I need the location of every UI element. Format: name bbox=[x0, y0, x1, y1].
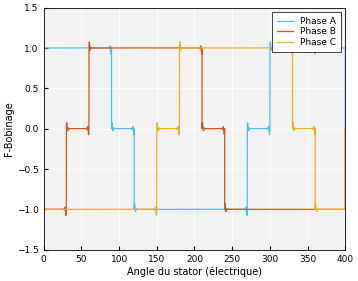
Phase C bbox=[343, 127, 347, 130]
Phase C bbox=[234, 46, 238, 50]
Line: Phase B: Phase B bbox=[44, 42, 345, 216]
Legend: Phase A, Phase B, Phase C: Phase A, Phase B, Phase C bbox=[272, 12, 341, 52]
Phase A bbox=[343, 127, 347, 130]
Phase B bbox=[87, 40, 91, 44]
Phase B bbox=[48, 208, 53, 211]
Line: Phase A: Phase A bbox=[44, 42, 345, 216]
Phase C bbox=[200, 46, 205, 50]
Phase C bbox=[329, 208, 333, 211]
Phase A bbox=[329, 46, 333, 50]
Phase C bbox=[78, 208, 83, 211]
Phase A bbox=[315, 47, 319, 50]
Phase B bbox=[78, 127, 83, 130]
Phase B bbox=[315, 208, 319, 211]
Phase A bbox=[78, 46, 83, 50]
Phase B bbox=[343, 127, 347, 130]
Phase C bbox=[178, 40, 182, 44]
Phase B bbox=[329, 208, 333, 211]
Phase A bbox=[234, 208, 238, 211]
Phase B bbox=[200, 122, 205, 125]
Phase B bbox=[64, 214, 68, 217]
Phase A bbox=[245, 214, 249, 217]
Phase B bbox=[234, 208, 238, 211]
Phase B bbox=[42, 208, 46, 211]
Phase A bbox=[268, 40, 272, 44]
Line: Phase C: Phase C bbox=[44, 42, 345, 216]
X-axis label: Angle du stator (électrique): Angle du stator (électrique) bbox=[127, 266, 262, 277]
Phase C bbox=[48, 208, 53, 211]
Y-axis label: F-Bobinage: F-Bobinage bbox=[4, 101, 14, 156]
Phase C bbox=[154, 214, 159, 217]
Phase C bbox=[42, 208, 46, 211]
Phase A bbox=[200, 208, 205, 211]
Phase A bbox=[42, 46, 46, 50]
Phase A bbox=[48, 46, 53, 50]
Phase C bbox=[315, 208, 319, 211]
